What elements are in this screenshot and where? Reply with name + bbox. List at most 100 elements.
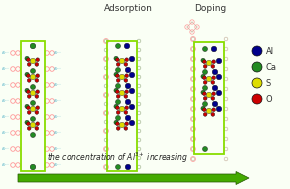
- Text: Doping: Doping: [194, 4, 226, 13]
- Circle shape: [125, 106, 128, 110]
- Circle shape: [252, 62, 262, 72]
- Circle shape: [30, 74, 36, 80]
- Circle shape: [203, 97, 207, 100]
- Circle shape: [27, 111, 31, 114]
- Circle shape: [27, 94, 31, 98]
- Text: S: S: [266, 78, 271, 88]
- Circle shape: [36, 58, 39, 62]
- Circle shape: [30, 132, 35, 138]
- Circle shape: [25, 104, 29, 108]
- Circle shape: [203, 112, 207, 116]
- Circle shape: [125, 83, 131, 89]
- Circle shape: [124, 63, 128, 66]
- Circle shape: [206, 108, 212, 114]
- Circle shape: [124, 79, 128, 82]
- Circle shape: [216, 90, 222, 96]
- Circle shape: [125, 99, 131, 105]
- Circle shape: [129, 72, 135, 78]
- Circle shape: [25, 72, 29, 77]
- Circle shape: [212, 69, 218, 75]
- Circle shape: [202, 146, 208, 152]
- Circle shape: [119, 58, 125, 64]
- Text: $\mathregular{Al^{3+}}$: $\mathregular{Al^{3+}}$: [1, 129, 11, 137]
- Bar: [194, 42, 224, 154]
- Circle shape: [26, 122, 30, 126]
- Text: $\mathregular{Al^{3+}}$: $\mathregular{Al^{3+}}$: [1, 65, 11, 73]
- Circle shape: [216, 74, 222, 80]
- Text: $\mathregular{Al^{3+}}$: $\mathregular{Al^{3+}}$: [53, 49, 63, 57]
- Circle shape: [27, 79, 31, 82]
- Circle shape: [30, 43, 36, 49]
- Circle shape: [115, 74, 119, 78]
- Circle shape: [125, 74, 128, 78]
- Circle shape: [202, 76, 206, 80]
- Circle shape: [25, 56, 29, 61]
- Circle shape: [114, 104, 118, 108]
- Circle shape: [124, 43, 130, 49]
- Text: O: O: [266, 94, 273, 104]
- Circle shape: [116, 63, 120, 66]
- Circle shape: [212, 101, 218, 107]
- Circle shape: [216, 106, 222, 112]
- Circle shape: [27, 63, 31, 66]
- Circle shape: [30, 122, 36, 128]
- Circle shape: [30, 68, 35, 74]
- Text: Adsorption: Adsorption: [104, 4, 153, 13]
- Circle shape: [36, 122, 39, 126]
- Text: the concentration of Al$^{3+}$ increasing: the concentration of Al$^{3+}$ increasin…: [48, 151, 188, 165]
- Circle shape: [30, 116, 35, 122]
- Circle shape: [26, 58, 30, 62]
- Circle shape: [202, 60, 206, 64]
- Circle shape: [115, 99, 121, 105]
- Circle shape: [119, 106, 125, 112]
- Text: $\mathregular{Al^{3+}}$: $\mathregular{Al^{3+}}$: [53, 145, 63, 153]
- Circle shape: [115, 122, 119, 126]
- Text: $\mathregular{Al^{3+}}$: $\mathregular{Al^{3+}}$: [53, 113, 63, 121]
- Circle shape: [119, 122, 125, 128]
- Circle shape: [212, 60, 215, 64]
- Circle shape: [201, 58, 205, 63]
- Circle shape: [212, 92, 215, 96]
- Circle shape: [30, 84, 35, 90]
- Circle shape: [216, 58, 222, 64]
- Circle shape: [116, 126, 120, 130]
- Circle shape: [201, 90, 205, 94]
- Circle shape: [30, 58, 36, 64]
- Circle shape: [30, 106, 36, 112]
- Circle shape: [25, 88, 29, 93]
- Text: $\mathregular{Al^{3+}}$: $\mathregular{Al^{3+}}$: [1, 49, 11, 57]
- FancyArrow shape: [18, 171, 249, 184]
- Circle shape: [119, 74, 125, 80]
- Circle shape: [27, 126, 31, 130]
- Text: $\mathregular{Al^{3+}}$: $\mathregular{Al^{3+}}$: [53, 97, 63, 105]
- Circle shape: [212, 85, 218, 91]
- Circle shape: [201, 106, 205, 111]
- Circle shape: [114, 72, 118, 77]
- Circle shape: [36, 106, 39, 110]
- Text: $\mathregular{Al^{3+}}$: $\mathregular{Al^{3+}}$: [1, 145, 11, 153]
- Circle shape: [116, 94, 120, 98]
- Circle shape: [252, 94, 262, 104]
- Circle shape: [115, 106, 119, 110]
- Circle shape: [211, 81, 215, 84]
- Circle shape: [35, 63, 39, 66]
- Circle shape: [30, 164, 36, 170]
- Text: $\mathregular{Al^{3+}}$: $\mathregular{Al^{3+}}$: [53, 81, 63, 89]
- Circle shape: [114, 88, 118, 93]
- Circle shape: [115, 164, 121, 170]
- Circle shape: [206, 60, 212, 66]
- Circle shape: [212, 76, 215, 80]
- Circle shape: [129, 56, 135, 62]
- Circle shape: [35, 94, 39, 98]
- Circle shape: [36, 74, 39, 78]
- Text: $\mathregular{Al^{3+}}$: $\mathregular{Al^{3+}}$: [1, 161, 11, 169]
- Circle shape: [26, 74, 30, 78]
- Circle shape: [129, 104, 135, 110]
- Circle shape: [125, 90, 128, 94]
- Circle shape: [211, 112, 215, 116]
- Circle shape: [26, 90, 30, 94]
- Circle shape: [35, 79, 39, 82]
- Circle shape: [252, 78, 262, 88]
- Circle shape: [115, 115, 121, 121]
- Text: Ca: Ca: [266, 63, 277, 71]
